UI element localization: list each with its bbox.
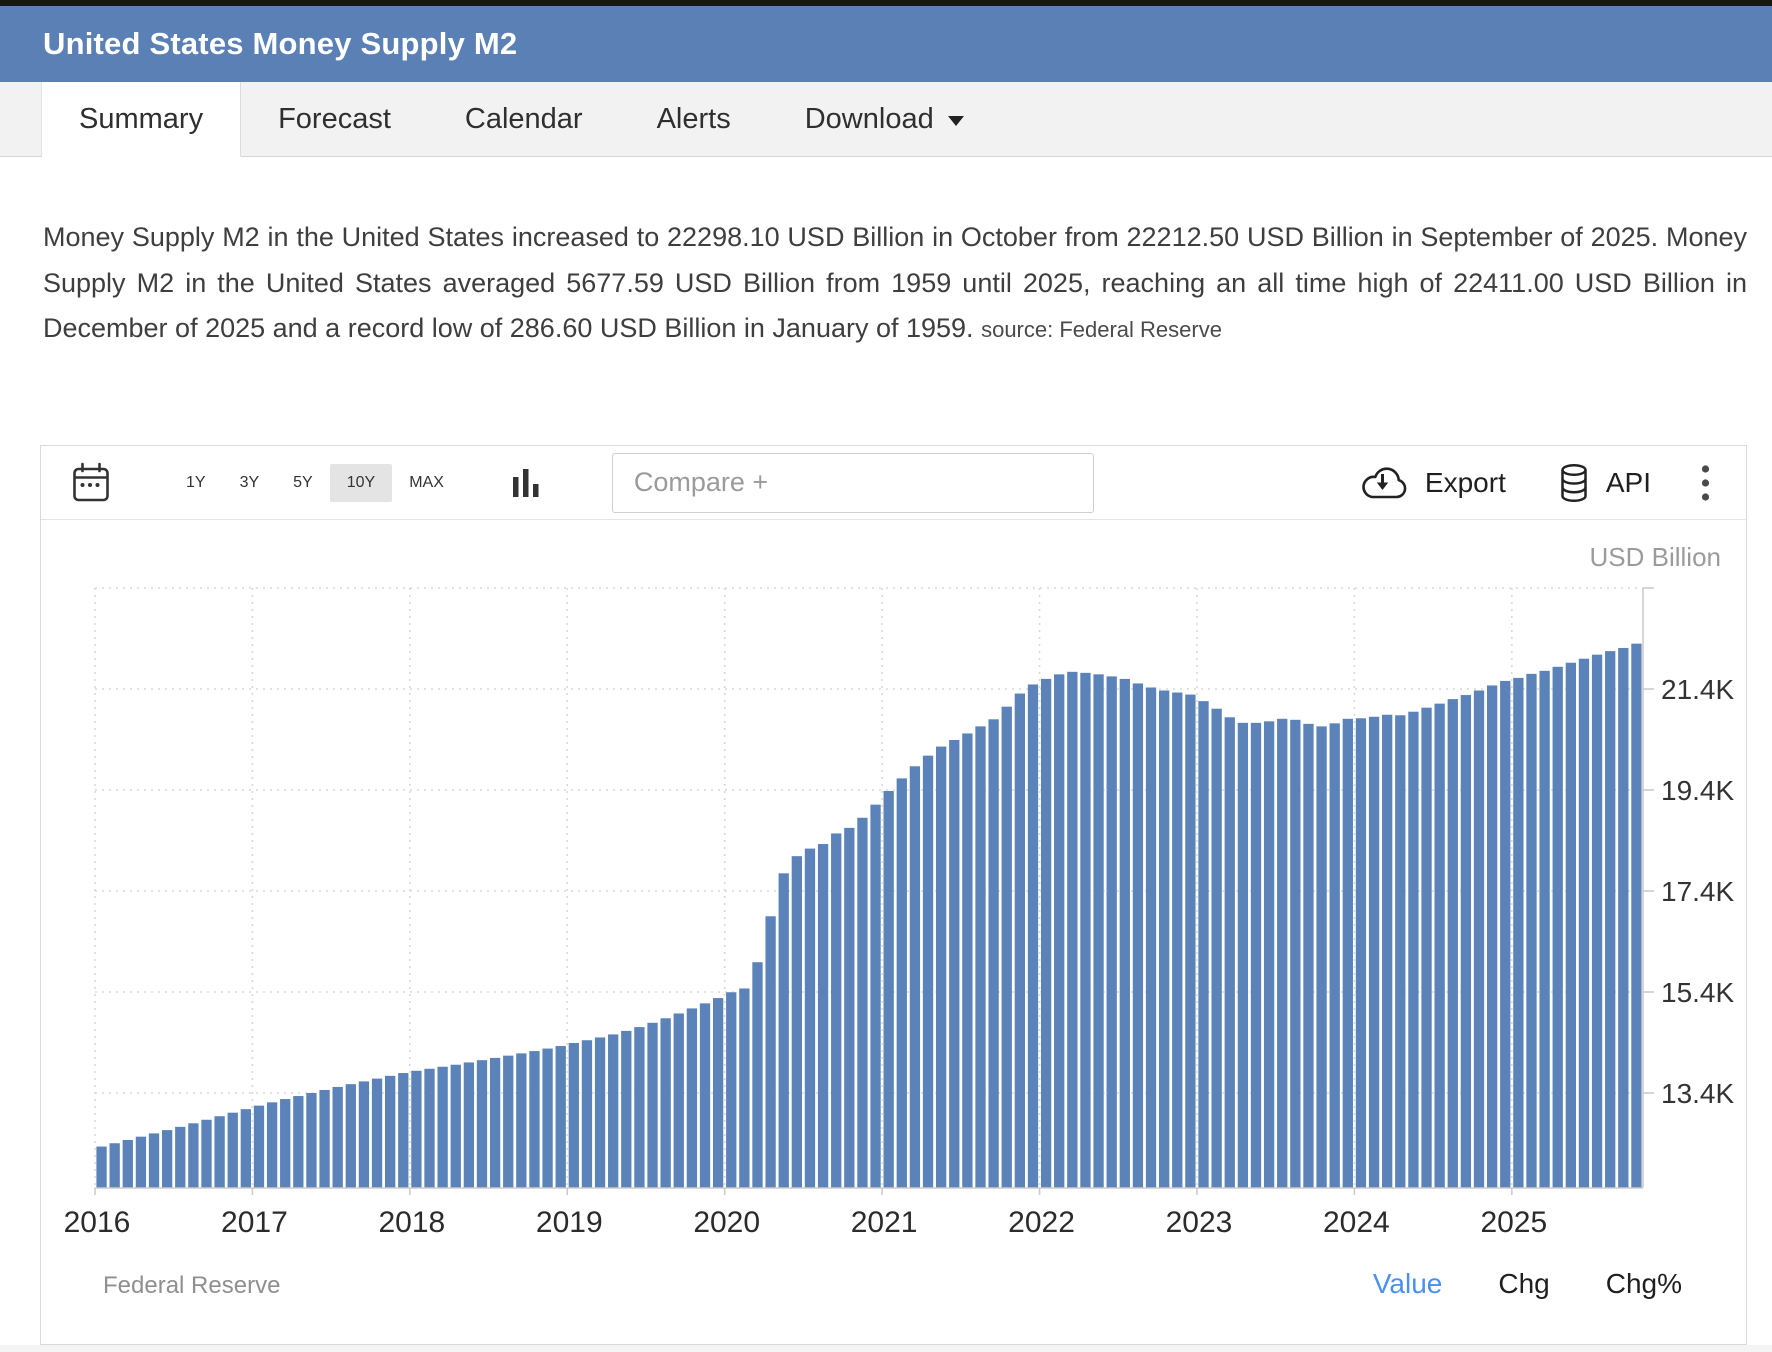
api-label: API [1605, 466, 1651, 498]
chart-widget: 1Y 3Y 5Y 10Y MAX Export [40, 445, 1747, 1345]
range-10y-button[interactable]: 10Y [329, 463, 393, 502]
range-1y-button[interactable]: 1Y [169, 464, 223, 502]
m2-bar-chart: 2016 2017 2018 2019 2020 2021 2022 2023 2024 2025… [64, 542, 1735, 1239]
cloud-download-icon [1362, 466, 1407, 498]
value-link[interactable]: Value [1372, 1268, 1443, 1299]
range-max-button[interactable]: MAX [392, 464, 461, 502]
tab-forecast-label: Forecast [278, 102, 391, 135]
toolbar-right-tools: Export API [1359, 460, 1716, 506]
range-5y-button[interactable]: 5Y [276, 464, 330, 502]
source-note: source: Federal Reserve [981, 317, 1222, 342]
svg-text:2023: 2023 [1166, 1206, 1233, 1239]
svg-text:2018: 2018 [378, 1206, 445, 1239]
summary-text: Money Supply M2 in the United States inc… [43, 222, 1747, 343]
svg-text:13.4K: 13.4K [1661, 1078, 1734, 1109]
svg-text:2022: 2022 [1008, 1206, 1075, 1239]
series-mode-links: Value Chg Chg% [1373, 1268, 1682, 1300]
page-bottom-strip [0, 1345, 1772, 1352]
range-3y-button[interactable]: 3Y [223, 464, 277, 502]
api-button[interactable]: API [1558, 463, 1651, 503]
svg-text:2019: 2019 [536, 1206, 603, 1239]
chart-type-button[interactable] [512, 465, 540, 501]
calendar-icon [73, 462, 109, 501]
compare-input[interactable] [611, 452, 1094, 513]
tab-alerts[interactable]: Alerts [620, 82, 768, 156]
svg-text:15.4K: 15.4K [1661, 977, 1734, 1008]
chg-link[interactable]: Chg [1498, 1268, 1550, 1299]
svg-text:2024: 2024 [1323, 1206, 1390, 1239]
export-button[interactable]: Export [1359, 464, 1506, 502]
tab-summary[interactable]: Summary [42, 82, 242, 157]
database-icon [1561, 463, 1587, 502]
bar-chart-icon [512, 468, 539, 497]
more-options-button[interactable] [1695, 460, 1716, 506]
svg-text:2020: 2020 [693, 1206, 760, 1239]
svg-text:21.4K: 21.4K [1661, 674, 1734, 705]
tab-bar: Summary Forecast Calendar Alerts Downloa… [0, 82, 1772, 157]
tab-forecast[interactable]: Forecast [241, 82, 428, 156]
tab-calendar-label: Calendar [464, 102, 583, 135]
svg-text:19.4K: 19.4K [1661, 775, 1734, 806]
svg-text:USD Billion: USD Billion [1590, 542, 1722, 572]
tab-download-label: Download [804, 102, 934, 135]
chevron-down-icon [947, 116, 964, 126]
source-attribution: Federal Reserve [103, 1272, 281, 1299]
summary-paragraph: Money Supply M2 in the United States inc… [43, 215, 1747, 399]
window-top-strip [0, 0, 1772, 6]
svg-text:2025: 2025 [1480, 1206, 1547, 1239]
range-selector: 1Y 3Y 5Y 10Y MAX [169, 463, 461, 502]
svg-text:2017: 2017 [221, 1206, 288, 1239]
chart-toolbar: 1Y 3Y 5Y 10Y MAX Export [41, 446, 1746, 520]
svg-text:2021: 2021 [851, 1206, 918, 1239]
tab-calendar[interactable]: Calendar [428, 82, 620, 156]
export-label: Export [1424, 466, 1506, 498]
date-range-calendar-button[interactable] [71, 462, 111, 504]
chgpct-link[interactable]: Chg% [1605, 1268, 1682, 1299]
tab-bar-spacer [0, 82, 42, 156]
tab-download[interactable]: Download [768, 82, 1001, 156]
page-title: United States Money Supply M2 [43, 26, 518, 61]
tab-summary-label: Summary [79, 102, 204, 135]
tab-alerts-label: Alerts [656, 102, 731, 135]
page-header: United States Money Supply M2 [0, 6, 1772, 82]
svg-text:17.4K: 17.4K [1661, 876, 1734, 907]
chart-area: 2016 2017 2018 2019 2020 2021 2022 2023 2024 2025… [41, 520, 1746, 1344]
kebab-menu-icon [1701, 464, 1710, 501]
svg-text:2016: 2016 [64, 1206, 131, 1239]
